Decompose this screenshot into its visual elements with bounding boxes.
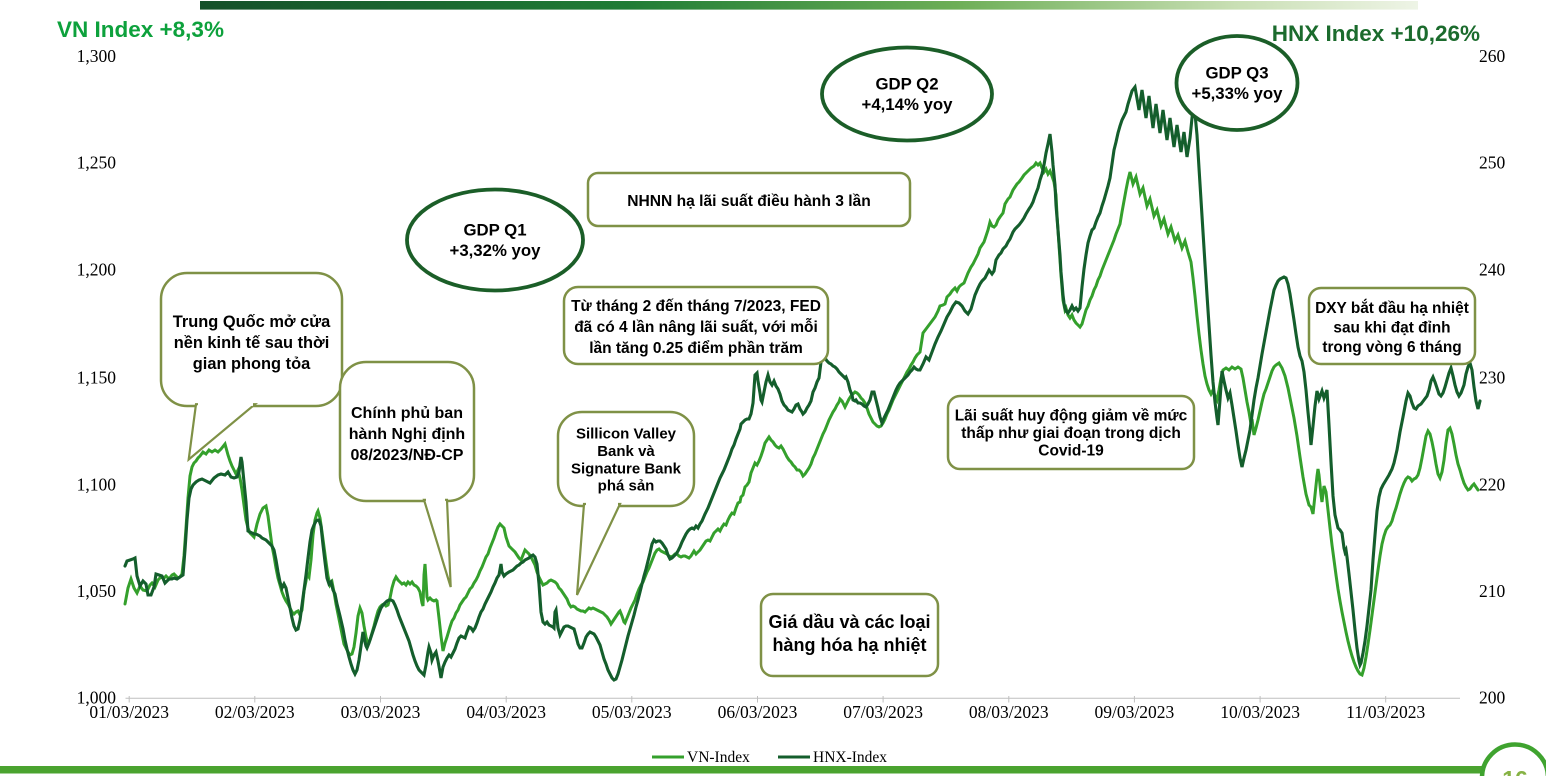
- svg-text:+4,14% yoy: +4,14% yoy: [862, 95, 954, 114]
- svg-text:Sillicon Valley: Sillicon Valley: [576, 426, 677, 443]
- svg-text:VN Index +8,3%: VN Index +8,3%: [57, 17, 224, 42]
- svg-text:16: 16: [1502, 766, 1528, 776]
- svg-text:03/03/2023: 03/03/2023: [341, 702, 421, 722]
- svg-text:10/03/2023: 10/03/2023: [1220, 702, 1300, 722]
- svg-text:Từ tháng 2 đến tháng 7/2023, F: Từ tháng 2 đến tháng 7/2023, FED: [571, 298, 821, 315]
- svg-text:Signature Bank: Signature Bank: [571, 460, 682, 477]
- svg-text:02/03/2023: 02/03/2023: [215, 702, 295, 722]
- svg-text:GDP Q3: GDP Q3: [1205, 64, 1268, 83]
- svg-text:08/03/2023: 08/03/2023: [969, 702, 1049, 722]
- svg-text:250: 250: [1479, 153, 1506, 173]
- svg-text:11/03/2023: 11/03/2023: [1346, 702, 1425, 722]
- svg-text:gian phong tỏa: gian phong tỏa: [193, 355, 311, 373]
- svg-text:NHNN hạ lãi suất điều hành 3 l: NHNN hạ lãi suất điều hành 3 lần: [627, 193, 870, 210]
- svg-text:Bank và: Bank và: [597, 443, 655, 460]
- svg-text:Lãi suất huy động giảm về mức: Lãi suất huy động giảm về mức: [955, 408, 1188, 425]
- svg-text:+3,32% yoy: +3,32% yoy: [450, 241, 542, 260]
- svg-text:05/03/2023: 05/03/2023: [592, 702, 672, 722]
- svg-text:01/03/2023: 01/03/2023: [89, 702, 169, 722]
- svg-text:đã có 4 lần nâng lãi suất, với: đã có 4 lần nâng lãi suất, với mỗi: [574, 319, 818, 336]
- svg-text:GDP Q1: GDP Q1: [463, 221, 526, 240]
- svg-text:Covid-19: Covid-19: [1038, 443, 1104, 460]
- svg-text:hành Nghị định: hành Nghị định: [349, 426, 465, 443]
- svg-text:210: 210: [1479, 581, 1506, 601]
- svg-text:08/2023/NĐ-CP: 08/2023/NĐ-CP: [351, 447, 464, 464]
- svg-text:trong vòng 6 tháng: trong vòng 6 tháng: [1322, 339, 1461, 356]
- svg-text:HNX Index +10,26%: HNX Index +10,26%: [1272, 21, 1480, 46]
- svg-text:Chính phủ ban: Chính phủ ban: [351, 405, 463, 422]
- svg-text:06/03/2023: 06/03/2023: [718, 702, 798, 722]
- svg-text:VN-Index: VN-Index: [687, 749, 750, 766]
- svg-text:HNX-Index: HNX-Index: [813, 749, 887, 766]
- svg-text:1,000: 1,000: [77, 687, 117, 707]
- svg-text:220: 220: [1479, 474, 1506, 494]
- svg-text:DXY bắt đầu hạ nhiệt: DXY bắt đầu hạ nhiệt: [1315, 299, 1469, 317]
- svg-text:200: 200: [1479, 687, 1506, 707]
- svg-text:260: 260: [1479, 46, 1506, 66]
- svg-text:nền kinh tế sau thời: nền kinh tế sau thời: [174, 334, 330, 352]
- svg-text:Trung Quốc mở cửa: Trung Quốc mở cửa: [173, 313, 331, 331]
- svg-text:phá sản: phá sản: [598, 478, 655, 495]
- svg-text:lần tăng 0.25 điểm phần trăm: lần tăng 0.25 điểm phần trăm: [589, 340, 803, 357]
- svg-text:1,300: 1,300: [77, 46, 117, 66]
- svg-text:09/03/2023: 09/03/2023: [1095, 702, 1175, 722]
- svg-text:GDP Q2: GDP Q2: [875, 75, 938, 94]
- svg-text:+5,33% yoy: +5,33% yoy: [1192, 84, 1284, 103]
- svg-text:1,150: 1,150: [77, 367, 117, 387]
- svg-text:1,100: 1,100: [77, 474, 117, 494]
- svg-text:1,250: 1,250: [77, 153, 117, 173]
- svg-text:sau khi đạt đỉnh: sau khi đạt đỉnh: [1333, 320, 1450, 337]
- svg-text:230: 230: [1479, 367, 1506, 387]
- svg-text:1,050: 1,050: [77, 581, 117, 601]
- svg-text:240: 240: [1479, 260, 1506, 280]
- svg-text:07/03/2023: 07/03/2023: [843, 702, 923, 722]
- svg-text:thấp như giai đoạn trong dịch: thấp như giai đoạn trong dịch: [961, 425, 1181, 442]
- svg-text:Giá dầu và các loại: Giá dầu và các loại: [768, 612, 930, 632]
- svg-text:hàng hóa hạ nhiệt: hàng hóa hạ nhiệt: [772, 635, 926, 655]
- svg-text:04/03/2023: 04/03/2023: [466, 702, 546, 722]
- svg-text:1,200: 1,200: [77, 260, 117, 280]
